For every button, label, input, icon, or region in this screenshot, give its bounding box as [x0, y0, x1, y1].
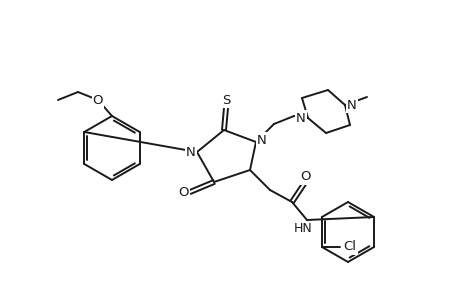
Text: Cl: Cl [343, 241, 356, 254]
Text: O: O [93, 94, 103, 106]
Text: S: S [221, 94, 230, 106]
Text: O: O [179, 185, 189, 199]
Text: N: N [186, 146, 196, 158]
Text: N: N [347, 98, 356, 112]
Text: O: O [300, 170, 311, 184]
Text: N: N [257, 134, 266, 146]
Text: N: N [296, 112, 305, 124]
Text: HN: HN [293, 221, 312, 235]
